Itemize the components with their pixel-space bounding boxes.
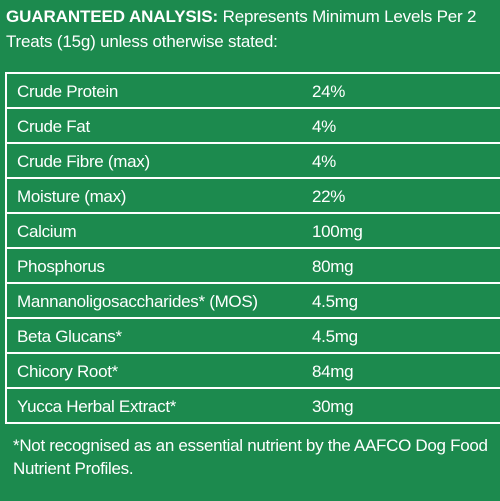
nutrient-name: Crude Fibre (max) bbox=[17, 152, 150, 171]
analysis-table: Crude Protein 24% Crude Fat 4% Crude Fib… bbox=[5, 72, 500, 424]
nutrient-name: Crude Protein bbox=[17, 82, 118, 101]
nutrient-value: 80mg bbox=[312, 257, 354, 276]
nutrient-value: 4.5mg bbox=[312, 327, 358, 346]
nutrient-name: Moisture (max) bbox=[17, 187, 127, 206]
analysis-subtitle: Represents Minimum Levels Per 2 Treats (… bbox=[6, 7, 477, 51]
nutrient-value: 22% bbox=[312, 187, 346, 206]
nutrient-value: 84mg bbox=[312, 362, 354, 381]
table-row: Moisture (max) 22% bbox=[7, 179, 500, 214]
nutrient-value: 4.5mg bbox=[312, 292, 358, 311]
nutrient-value: 30mg bbox=[312, 397, 354, 416]
nutrient-name: Beta Glucans* bbox=[17, 327, 122, 346]
table-row: Calcium 100mg bbox=[7, 214, 500, 249]
nutrient-name: Mannanoligosaccharides* (MOS) bbox=[17, 292, 258, 311]
table-row: Mannanoligosaccharides* (MOS) 4.5mg bbox=[7, 284, 500, 319]
nutrient-name: Chicory Root* bbox=[17, 362, 118, 381]
table-row: Crude Fibre (max) 4% bbox=[7, 144, 500, 179]
table-row: Crude Protein 24% bbox=[7, 74, 500, 109]
footnote: *Not recognised as an essential nutrient… bbox=[13, 436, 488, 478]
table-row: Chicory Root* 84mg bbox=[7, 354, 500, 389]
nutrient-value: 24% bbox=[312, 82, 346, 101]
table-row: Phosphorus 80mg bbox=[7, 249, 500, 284]
nutrient-name: Phosphorus bbox=[17, 257, 105, 276]
nutrient-value: 4% bbox=[312, 152, 336, 171]
table-row: Beta Glucans* 4.5mg bbox=[7, 319, 500, 354]
nutrient-name: Calcium bbox=[17, 222, 77, 241]
nutrient-value: 4% bbox=[312, 117, 336, 136]
nutrient-name: Yucca Herbal Extract* bbox=[17, 397, 177, 416]
analysis-header: GUARANTEED ANALYSIS: Represents Minimum … bbox=[6, 4, 496, 54]
table-row: Yucca Herbal Extract* 30mg bbox=[7, 389, 500, 424]
nutrient-name: Crude Fat bbox=[17, 117, 90, 136]
analysis-title: GUARANTEED ANALYSIS: bbox=[6, 7, 219, 26]
table-row: Crude Fat 4% bbox=[7, 109, 500, 144]
nutrient-value: 100mg bbox=[312, 222, 363, 241]
